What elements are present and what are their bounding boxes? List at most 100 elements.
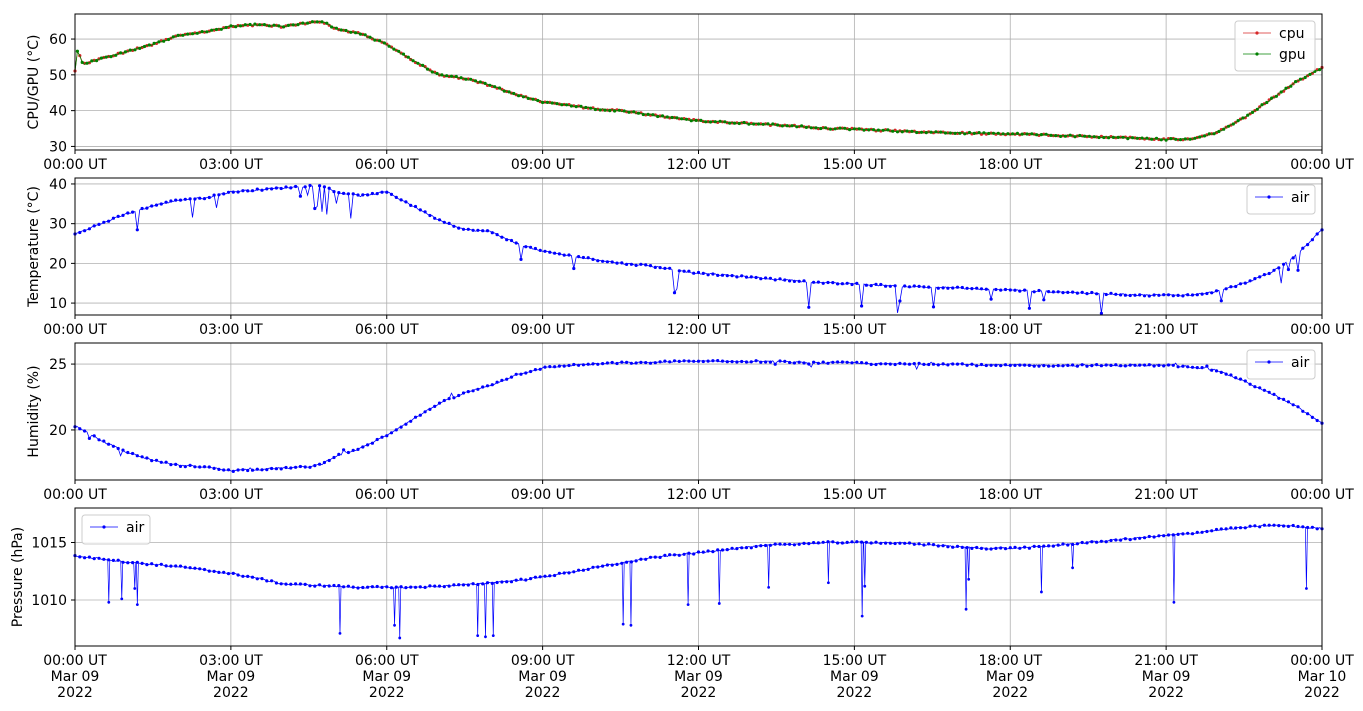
series-air-point	[1258, 275, 1262, 279]
series-air-point	[1095, 292, 1099, 296]
series-air-point	[567, 571, 571, 575]
x-tick-date-label: Mar 09	[362, 669, 411, 685]
series-air-point	[1286, 400, 1290, 404]
series-air-point	[1282, 397, 1286, 401]
series-gpu-point	[1159, 138, 1163, 142]
series-gpu-point	[593, 107, 598, 112]
series-air-point	[131, 451, 135, 456]
series-air-point	[1243, 379, 1247, 383]
series-air-point	[1085, 541, 1089, 545]
series-air-point	[850, 282, 854, 287]
series-gpu-point	[1183, 137, 1187, 141]
series-gpu-point	[382, 41, 386, 45]
series-air-point	[418, 413, 422, 417]
series-air-point	[989, 547, 993, 551]
series-air-point	[260, 577, 264, 581]
series-air-point	[764, 276, 768, 280]
series-air-point	[840, 541, 845, 545]
series-gpu-point	[1039, 133, 1043, 137]
series-air-point	[120, 597, 124, 601]
series-air-point	[797, 542, 801, 546]
series-gpu-point	[1174, 137, 1178, 141]
series-air-point	[322, 460, 326, 465]
series-air-point	[1214, 289, 1219, 293]
series-air-point	[1272, 523, 1276, 527]
series-air-point	[1056, 543, 1060, 547]
series-air-point	[92, 224, 96, 228]
series-air-point	[338, 631, 342, 635]
series-air-point	[255, 467, 259, 471]
x-tick-label: 00:00 UT	[43, 487, 107, 503]
series-air-point	[433, 584, 437, 588]
series-air-point	[154, 458, 159, 462]
x-tick-label: 15:00 UT	[823, 157, 887, 173]
x-tick-label: 00:00 UT	[43, 322, 107, 338]
series-air-point	[294, 582, 298, 586]
series-gpu-point	[205, 30, 209, 34]
legend-marker-gpu	[1255, 52, 1259, 56]
series-air-point	[145, 563, 149, 567]
series-air-point	[83, 429, 87, 433]
series-air-point	[188, 463, 192, 467]
series-air-point	[207, 465, 211, 469]
series-air-spike	[686, 553, 690, 605]
series-air-point	[428, 407, 432, 411]
series-air-point	[1310, 525, 1314, 529]
series-air-point	[572, 362, 576, 367]
series-air-point	[581, 255, 586, 260]
series-air-point	[884, 362, 888, 366]
series-gpu-point	[1049, 133, 1053, 137]
series-air-point	[1162, 534, 1166, 538]
series-air-point	[682, 269, 686, 273]
series-gpu-point	[1150, 137, 1154, 141]
series-air-point	[864, 361, 869, 365]
series-air-point	[490, 581, 494, 586]
series-gpu-point	[632, 110, 636, 114]
x-tick-label: 06:00 UT	[355, 157, 419, 173]
series-air-point	[265, 187, 269, 191]
series-air-point	[672, 359, 677, 363]
series-air-point	[845, 360, 849, 364]
series-air-point	[274, 186, 278, 190]
series-air-point	[423, 410, 427, 414]
series-gpu-point	[1236, 119, 1240, 123]
series-air-point	[447, 584, 451, 588]
series-air-point	[265, 468, 269, 472]
series-gpu-point	[584, 105, 588, 110]
series-gpu-point	[1284, 86, 1288, 90]
series-air-point	[994, 287, 998, 292]
series-air-point	[701, 271, 705, 275]
series-air-point	[668, 266, 672, 270]
series-air-point	[567, 253, 571, 257]
x-tick-label: 18:00 UT	[978, 157, 1042, 173]
series-air-point	[1099, 539, 1103, 543]
x-tick-year-label: 2022	[837, 685, 873, 701]
series-gpu-point	[1231, 122, 1235, 126]
series-air-point	[92, 557, 96, 561]
series-air-point	[1214, 527, 1219, 532]
series-air-point	[1238, 282, 1243, 286]
series-air-point	[1008, 288, 1012, 292]
series-gpu-point	[1001, 132, 1005, 136]
series-air-point	[644, 263, 648, 267]
series-air-point	[557, 252, 562, 256]
series-air-point	[946, 363, 950, 367]
series-air-point	[1243, 281, 1247, 285]
y-axis-label: CPU/GPU (°C)	[26, 35, 42, 130]
series-air-spike	[629, 561, 633, 626]
series-air-point	[975, 364, 979, 368]
series-gpu-point	[752, 122, 756, 126]
panel-1: 30 40 50 60 CPU/GPU (°C) 00:00 UT 03:00 UT 06:0…	[26, 13, 1354, 173]
series-air-point	[1277, 266, 1281, 270]
y-tick-label: 1015	[31, 536, 67, 552]
series-air-point	[1272, 392, 1276, 396]
series-air-point	[145, 456, 149, 460]
series-air-point	[836, 282, 840, 286]
x-tick-year-label: 2022	[992, 685, 1028, 701]
series-air-point	[941, 286, 945, 290]
series-air-point	[797, 279, 801, 283]
series-air-spike	[621, 562, 625, 625]
series-air-point	[716, 273, 720, 277]
series-air-point	[605, 361, 610, 365]
series-air-point	[821, 360, 825, 364]
